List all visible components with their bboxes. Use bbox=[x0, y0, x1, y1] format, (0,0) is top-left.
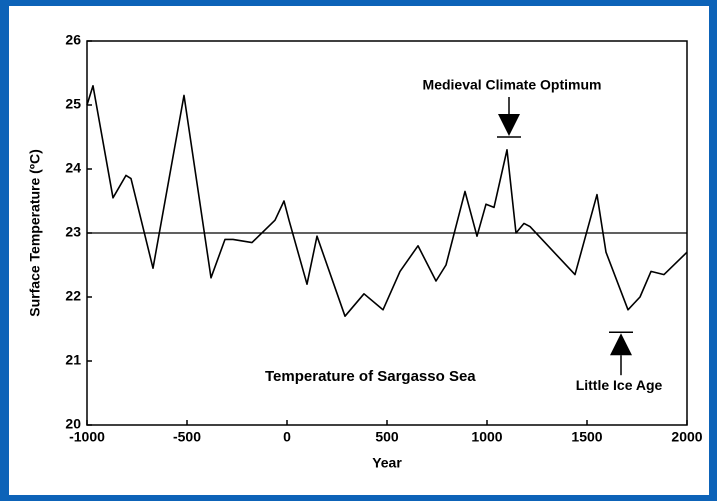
x-axis-label: Year bbox=[372, 455, 402, 471]
y-tick-label: 25 bbox=[65, 96, 81, 112]
arrow-part bbox=[610, 333, 632, 356]
y-tick-label: 24 bbox=[65, 160, 81, 176]
annotation-arrow bbox=[609, 331, 633, 376]
x-tick-label: 2000 bbox=[671, 429, 702, 445]
y-tick-label: 22 bbox=[65, 288, 81, 304]
data-line bbox=[86, 85, 688, 317]
x-tick-label: 500 bbox=[375, 429, 399, 445]
y-tick-label: 23 bbox=[65, 224, 81, 240]
x-tick-label: -1000 bbox=[69, 429, 105, 445]
chart-title: Temperature of Sargasso Sea bbox=[265, 368, 476, 385]
y-tick-label: 20 bbox=[65, 416, 81, 432]
background bbox=[9, 6, 709, 495]
arrow-part bbox=[498, 114, 520, 136]
x-tick-label: 1500 bbox=[571, 429, 602, 445]
x-tick-label: 1000 bbox=[471, 429, 502, 445]
annotation-label: Medieval Climate Optimum bbox=[423, 77, 602, 93]
y-tick-label: 26 bbox=[65, 32, 81, 48]
y-axis-label: Surface Temperature (ºC) bbox=[27, 149, 43, 316]
annotation-arrow bbox=[497, 97, 521, 138]
annotation-label: Little Ice Age bbox=[576, 377, 663, 393]
y-tick-label: 21 bbox=[65, 352, 81, 368]
x-tick-label: 0 bbox=[283, 429, 291, 445]
x-tick-label: -500 bbox=[173, 429, 201, 445]
